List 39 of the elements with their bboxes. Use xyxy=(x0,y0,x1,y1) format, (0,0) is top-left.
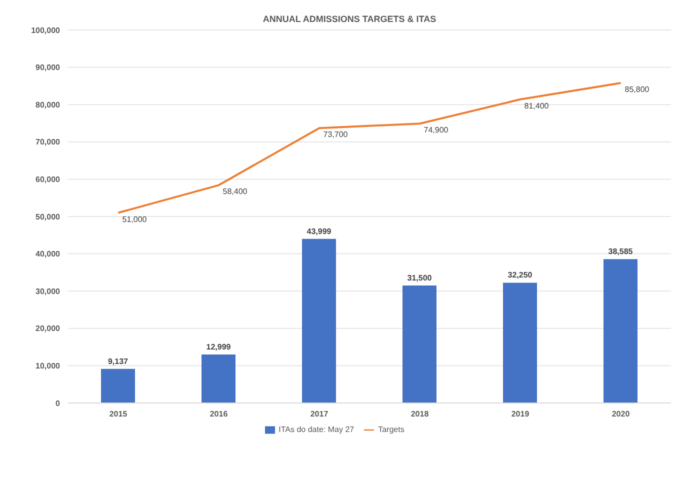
y-tick-label: 100,000 xyxy=(31,26,61,35)
y-tick-label: 0 xyxy=(56,398,61,408)
data-label: 73,700 xyxy=(323,130,348,140)
y-tick-label: 70,000 xyxy=(36,138,61,147)
y-tick-label: 50,000 xyxy=(36,212,61,222)
data-label: 9,137 xyxy=(108,356,129,366)
data-label: 38,585 xyxy=(608,247,634,256)
chart-title: ANNUAL ADMISSIONS TARGETS & ITAS xyxy=(262,14,438,24)
bar xyxy=(302,238,336,403)
y-tick-label: 90,000 xyxy=(36,63,61,72)
legend-label: Targets xyxy=(378,425,404,434)
legend-label: ITAs do date: May 27 xyxy=(278,425,354,434)
bar xyxy=(604,259,638,403)
y-tick-label: 60,000 xyxy=(36,175,61,184)
data-label: 43,999 xyxy=(306,226,332,236)
line-series xyxy=(117,82,622,214)
y-tick-label: 40,000 xyxy=(36,250,61,259)
data-label: 74,900 xyxy=(424,126,449,135)
data-label: 12,999 xyxy=(206,342,232,352)
y-tick-label: 20,000 xyxy=(36,324,61,334)
y-tick-label: 30,000 xyxy=(36,286,61,296)
data-label: 81,400 xyxy=(524,101,550,110)
bar xyxy=(503,282,537,403)
x-tick-label: 2019 xyxy=(511,410,530,419)
x-tick-label: 2017 xyxy=(310,410,329,419)
x-tick-label: 2015 xyxy=(109,410,128,419)
y-tick-label: 80,000 xyxy=(36,100,61,110)
data-label: 31,500 xyxy=(407,274,432,283)
bar xyxy=(402,286,436,403)
x-tick-label: 2020 xyxy=(612,410,630,419)
x-tick-label: 2016 xyxy=(210,410,228,419)
data-label: 51,000 xyxy=(122,214,148,224)
x-tick-label: 2018 xyxy=(410,410,430,419)
y-tick-label: 10,000 xyxy=(36,362,61,371)
data-label: 58,400 xyxy=(222,187,248,196)
bar xyxy=(202,354,236,403)
bar xyxy=(101,368,135,403)
data-label: 85,800 xyxy=(624,84,650,94)
data-label: 32,250 xyxy=(508,270,533,280)
